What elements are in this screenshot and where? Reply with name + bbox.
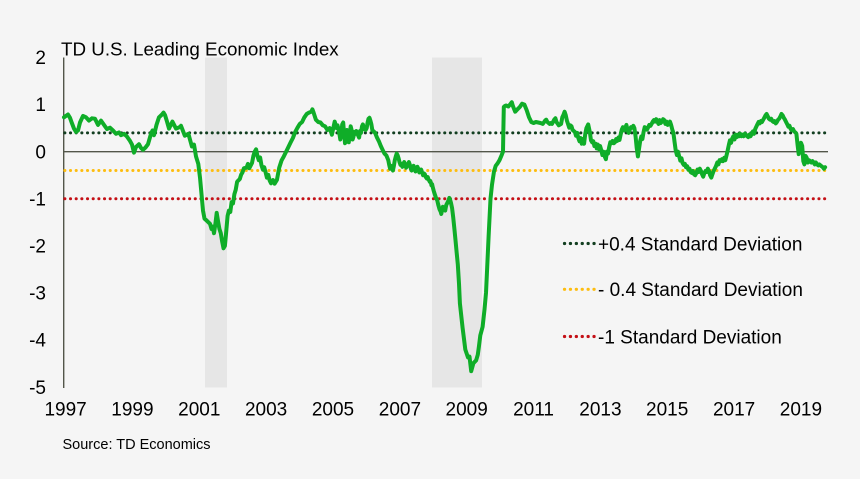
svg-text:1997: 1997 bbox=[44, 399, 86, 420]
svg-text:0: 0 bbox=[35, 142, 46, 163]
svg-text:2013: 2013 bbox=[579, 399, 621, 420]
svg-text:- 0.4 Standard Deviation: - 0.4 Standard Deviation bbox=[598, 280, 803, 301]
svg-text:1: 1 bbox=[35, 95, 46, 116]
svg-text:-4: -4 bbox=[29, 331, 46, 352]
svg-text:2015: 2015 bbox=[646, 399, 688, 420]
svg-text:2007: 2007 bbox=[379, 399, 421, 420]
svg-text:-1 Standard Deviation: -1 Standard Deviation bbox=[598, 327, 782, 348]
svg-text:-3: -3 bbox=[29, 284, 46, 305]
svg-text:TD U.S. Leading Economic Index: TD U.S. Leading Economic Index bbox=[61, 38, 339, 59]
svg-text:2011: 2011 bbox=[513, 399, 554, 420]
svg-text:2001: 2001 bbox=[178, 399, 220, 420]
svg-text:1999: 1999 bbox=[111, 399, 153, 420]
svg-text:2003: 2003 bbox=[245, 399, 287, 420]
svg-text:2017: 2017 bbox=[713, 399, 755, 420]
svg-text:-2: -2 bbox=[29, 237, 46, 258]
svg-text:-5: -5 bbox=[29, 378, 46, 399]
svg-text:2: 2 bbox=[35, 48, 46, 69]
svg-text:2009: 2009 bbox=[446, 399, 488, 420]
svg-text:-1: -1 bbox=[29, 189, 46, 210]
svg-text:Source: TD Economics: Source: TD Economics bbox=[63, 437, 211, 453]
svg-text:+0.4 Standard Deviation: +0.4 Standard Deviation bbox=[598, 234, 802, 255]
svg-text:2019: 2019 bbox=[780, 399, 822, 420]
svg-text:2005: 2005 bbox=[312, 399, 354, 420]
